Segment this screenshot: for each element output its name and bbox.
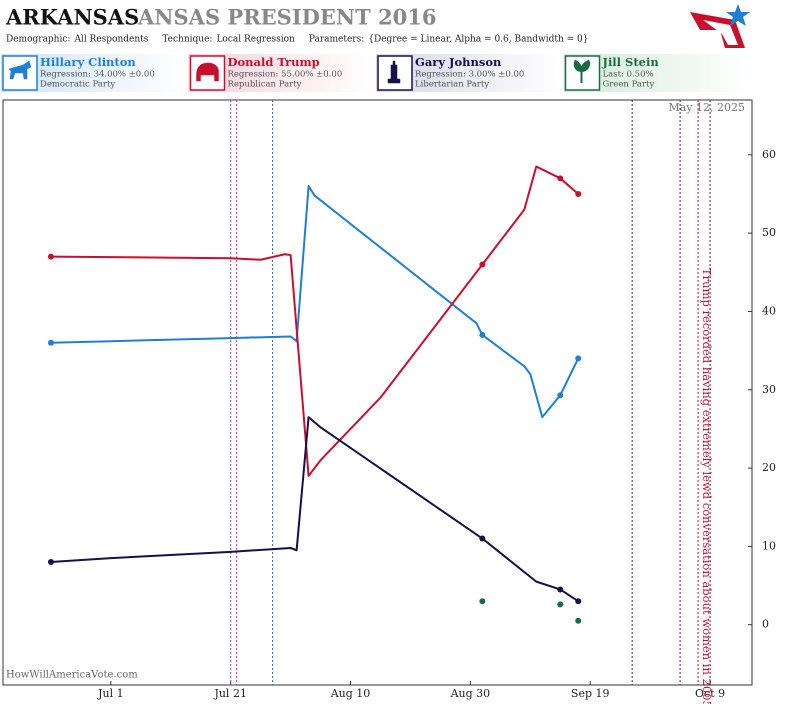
poll-point [47, 339, 54, 346]
legend-detail: Regression: 55.00% ±0.00 [228, 70, 343, 80]
legend-icon [387, 60, 401, 84]
x-tick-label: Oct 9 [695, 687, 725, 700]
param-value: All Respondents [73, 35, 148, 45]
date-stamp: May 12, 2025 [668, 101, 745, 114]
y-tick-label: 0 [762, 618, 769, 631]
x-tick-label: Jul 21 [213, 687, 247, 700]
poll-point [557, 175, 564, 182]
legend-name: Hillary Clinton [40, 55, 136, 69]
legend-detail: Last: 0.50% [603, 70, 654, 80]
watermark: HowWillAmericaVote.com [6, 670, 138, 681]
param-label: Parameters: [309, 35, 364, 45]
y-tick-label: 10 [762, 539, 776, 552]
poll-point [479, 535, 486, 542]
poll-point [47, 559, 54, 566]
param-value: Local Regression [216, 35, 295, 45]
legend-icon [573, 59, 591, 83]
legend-icon [196, 62, 219, 82]
poll-point [575, 355, 582, 362]
poll-point [557, 392, 564, 399]
poll-point [479, 331, 486, 338]
poll-point [479, 598, 486, 605]
series-line [50, 416, 579, 603]
y-tick-label: 40 [762, 304, 776, 317]
x-tick-label: Sep 19 [571, 687, 610, 700]
event-label: Trump recorded having extremely lewd con… [700, 268, 714, 704]
poll-point [575, 617, 582, 624]
poll-point [479, 261, 486, 268]
param-label: Technique: [162, 35, 212, 45]
poll-point [47, 253, 54, 260]
legend-name: Gary Johnson [415, 55, 502, 69]
x-tick-label: Aug 30 [450, 687, 491, 700]
x-tick-label: Aug 10 [330, 687, 371, 700]
poll-point [575, 598, 582, 605]
y-tick-label: 30 [762, 383, 776, 396]
poll-point [557, 601, 564, 608]
legend-detail: Regression: 34.00% ±0.00 [40, 70, 155, 80]
param-value: {Degree = Linear, Alpha = 0.6, Bandwidth… [368, 35, 588, 45]
param-label: Demographic: [6, 35, 70, 45]
legend-party: Libertarian Party [415, 80, 489, 90]
logo [690, 4, 750, 48]
legend-detail: Regression: 3.00% ±0.00 [415, 70, 524, 80]
plot-frame [2, 99, 753, 686]
series-line [50, 165, 579, 477]
legend-name: Jill Stein [602, 55, 660, 69]
legend-icon [8, 60, 32, 80]
poll-point [575, 190, 582, 197]
legend-party: Democratic Party [40, 80, 115, 90]
legend-party: Green Party [603, 80, 655, 90]
title-rest: ANSAS PRESIDENT 2016 [137, 5, 436, 30]
y-tick-label: 60 [762, 148, 776, 161]
title: ARKANSAS [5, 5, 139, 30]
legend-party: Republican Party [228, 80, 302, 90]
poll-point [557, 586, 564, 593]
x-tick-label: Jul 1 [97, 687, 124, 700]
y-tick-label: 50 [762, 226, 776, 239]
y-tick-label: 20 [762, 461, 776, 474]
legend-name: Donald Trump [228, 55, 320, 69]
series-line [50, 185, 580, 419]
